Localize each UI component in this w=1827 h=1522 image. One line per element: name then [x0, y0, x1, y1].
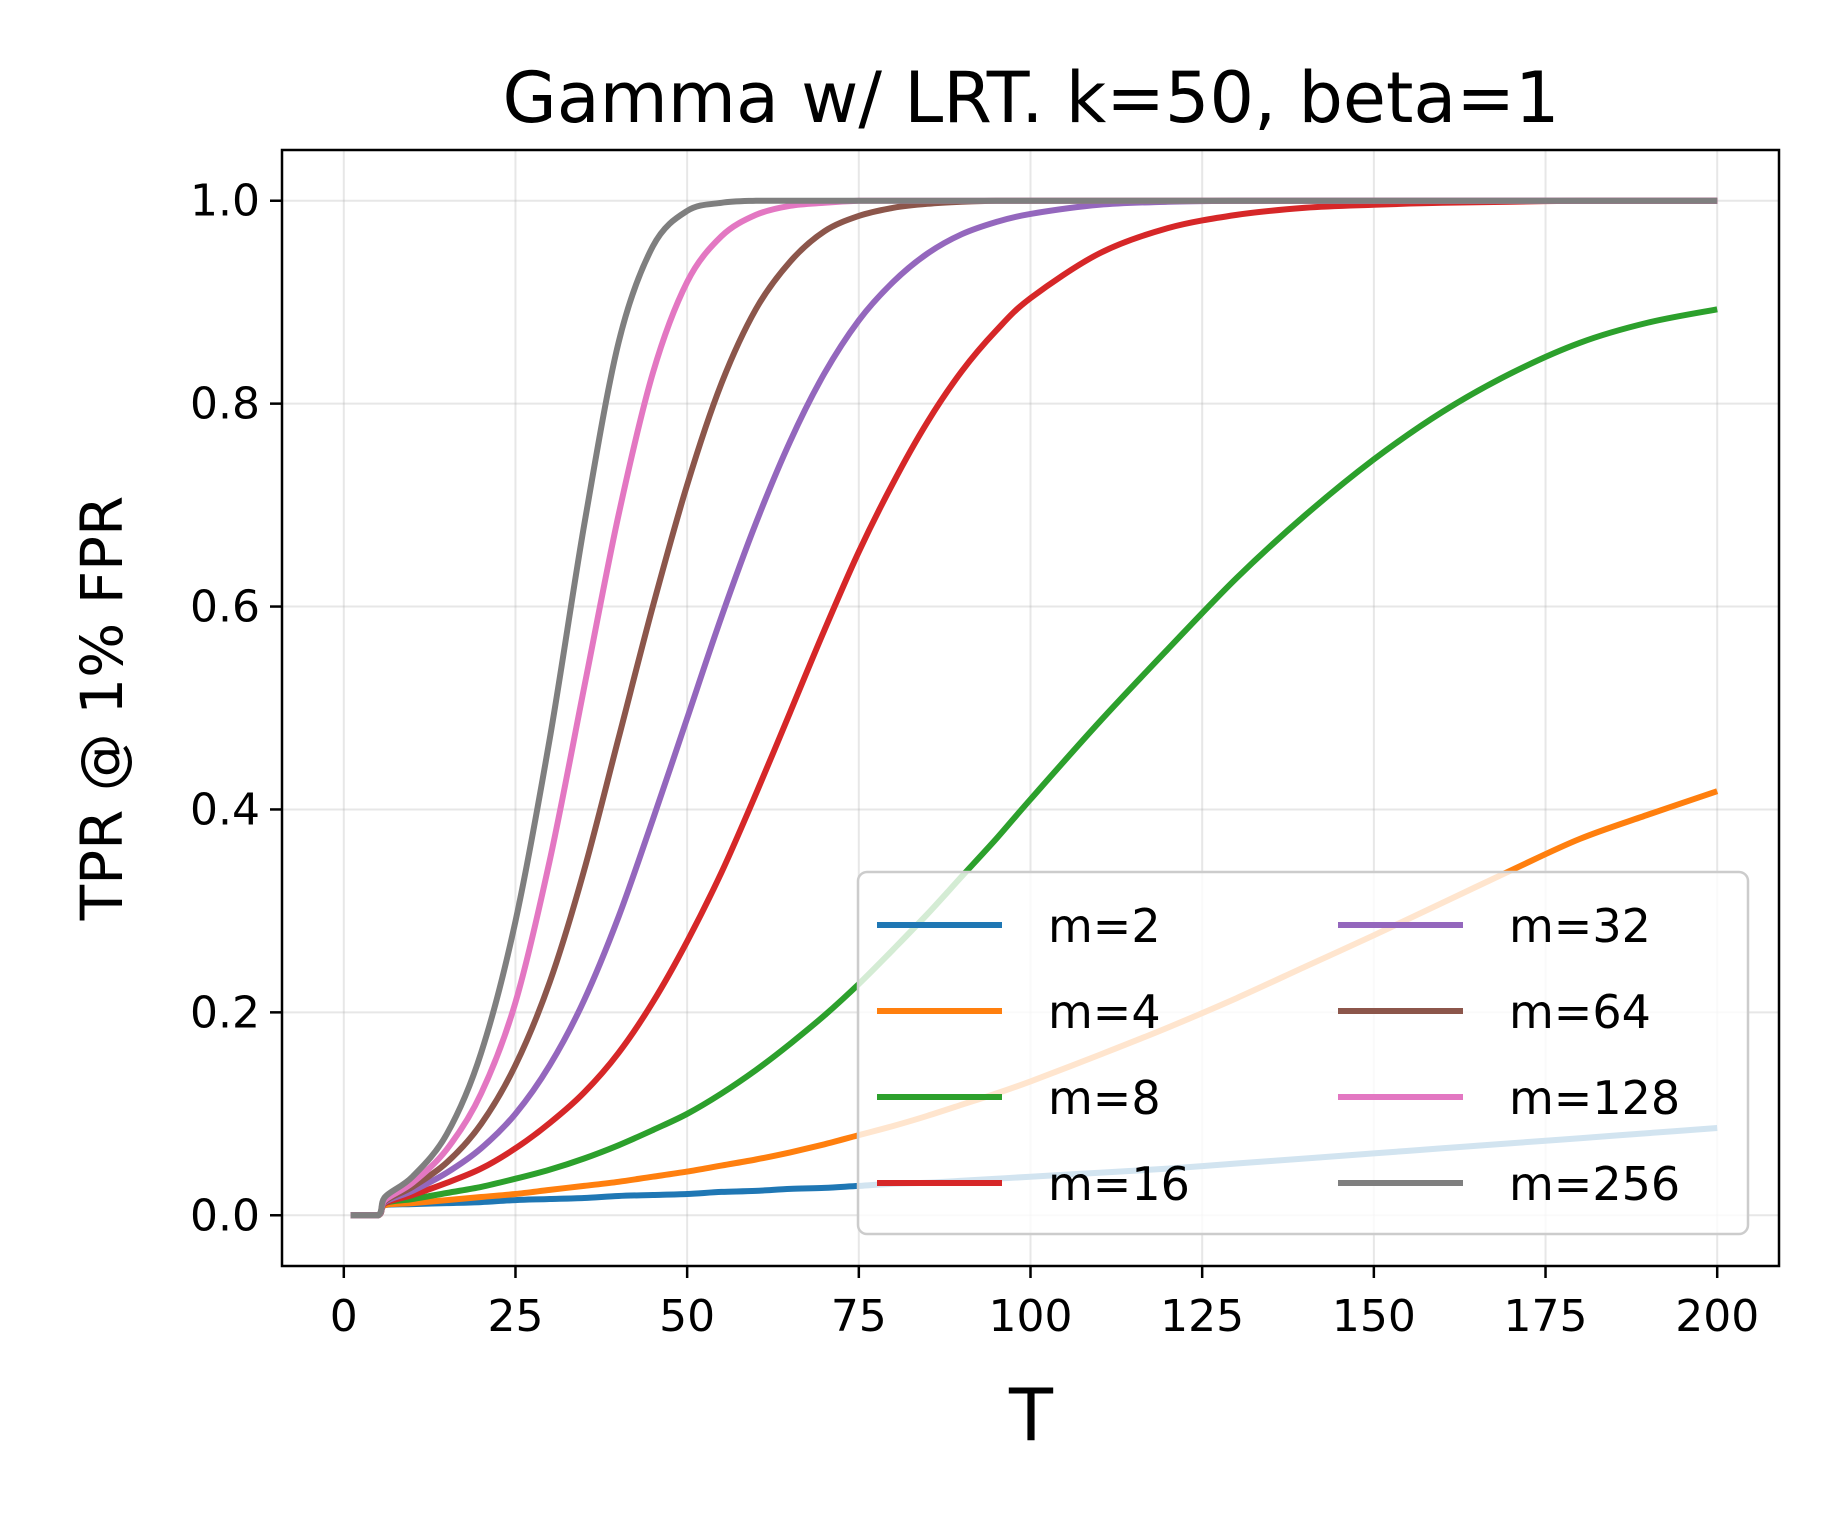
y-tick-label-1: 0.2	[190, 987, 260, 1038]
legend-box	[856, 870, 1750, 1236]
x-tick-label-4: 100	[989, 1291, 1073, 1342]
x-tick-label-0: 0	[330, 1291, 358, 1342]
x-tick-label-7: 175	[1504, 1291, 1588, 1342]
tick-layer: 0 25 50 75 100 125 150 175 200 0.0 0.2 0.4 0.6 0.8 1.0	[190, 176, 1759, 1342]
y-tick-label-5: 1.0	[190, 176, 260, 227]
legend-label-m-64: m=64	[1509, 985, 1651, 1039]
y-tick-label-4: 0.8	[190, 379, 260, 430]
series-line-m-256	[350, 197, 1718, 1219]
y-tick-label-3: 0.6	[190, 582, 260, 633]
grid-layer	[282, 150, 1779, 1266]
y-axis-label: TPR @ 1% FPR	[68, 496, 136, 922]
legend-label-m-16: m=16	[1048, 1157, 1190, 1211]
legend-label-m-32: m=32	[1509, 899, 1651, 953]
x-tick-label-3: 75	[831, 1291, 887, 1342]
legend-label-m-128: m=128	[1509, 1071, 1680, 1125]
x-tick-label-5: 125	[1160, 1291, 1244, 1342]
series-line-m-16	[350, 197, 1718, 1219]
legend-label-m-8: m=8	[1048, 1071, 1161, 1125]
legend: m=2 m=4 m=8 m=16 m=32 m=64 m=128 m=256	[856, 870, 1750, 1236]
y-tick-label-0: 0.0	[190, 1190, 260, 1241]
legend-label-m-2: m=2	[1048, 899, 1161, 953]
x-tick-label-8: 200	[1675, 1291, 1759, 1342]
y-tick-label-2: 0.4	[190, 784, 260, 835]
legend-label-m-4: m=4	[1048, 985, 1161, 1039]
x-tick-label-2: 50	[659, 1291, 715, 1342]
x-axis-label: T	[1008, 1373, 1054, 1457]
x-tick-label-1: 25	[487, 1291, 543, 1342]
legend-items: m=2 m=4 m=8 m=16 m=32 m=64 m=128 m=256	[877, 899, 1680, 1211]
chart-title: Gamma w/ LRT. k=50, beta=1	[502, 57, 1559, 139]
x-tick-label-6: 150	[1332, 1291, 1416, 1342]
legend-label-m-256: m=256	[1509, 1157, 1680, 1211]
